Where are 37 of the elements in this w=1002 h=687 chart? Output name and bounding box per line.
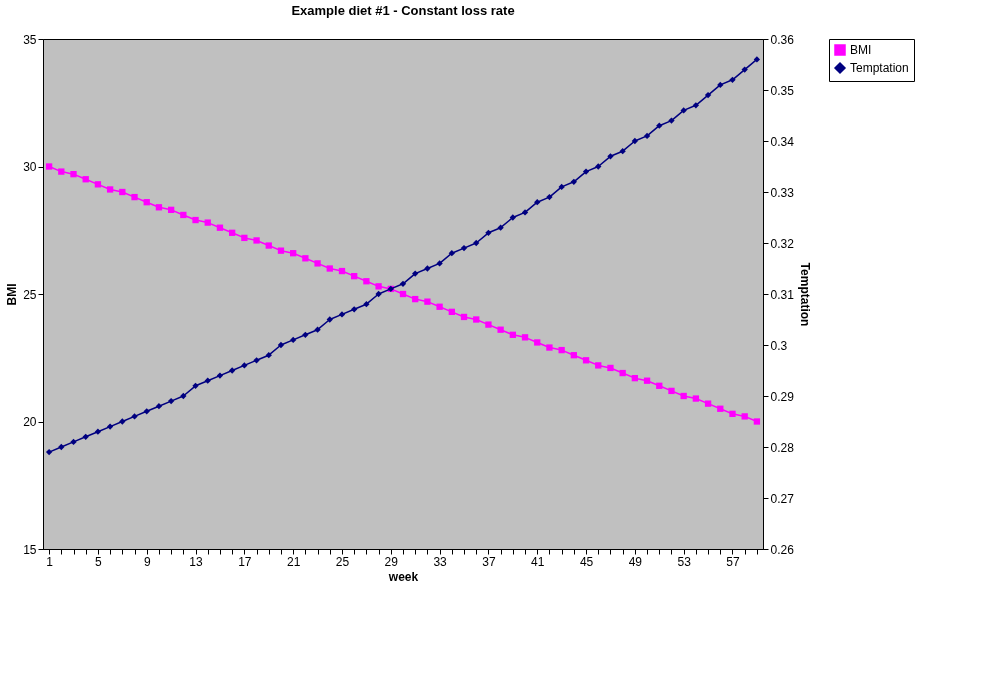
x-tick-label: 29 xyxy=(384,554,399,569)
y2-tick-label: 0.35 xyxy=(770,83,795,98)
x-tick-label: 45 xyxy=(579,554,594,569)
x-tick-label: 9 xyxy=(143,554,151,569)
x-tick-label: 17 xyxy=(238,554,252,569)
x-tick-label: 41 xyxy=(531,554,545,569)
x-tick-label: 25 xyxy=(335,554,350,569)
x-tick-label: 21 xyxy=(286,554,301,569)
y2-tick-label: 0.36 xyxy=(770,32,795,47)
y2-tick-label: 0.33 xyxy=(770,185,795,200)
y-tick-label: 30 xyxy=(23,160,37,174)
y-tick-label: 20 xyxy=(23,415,37,429)
x-tick-label: 1 xyxy=(46,554,54,569)
legend-label: BMI xyxy=(850,43,872,57)
y2-tick-label: 0.3 xyxy=(770,338,788,353)
y2-axis-title: Temptation xyxy=(797,262,812,327)
y2-tick-label: 0.29 xyxy=(770,389,795,404)
legend-label: Temptation xyxy=(850,61,909,75)
y2-tick-label: 0.26 xyxy=(770,542,795,557)
x-tick-label: 13 xyxy=(189,554,204,569)
y2-tick-label: 0.34 xyxy=(770,134,795,149)
y-tick-label: 15 xyxy=(23,542,37,557)
x-tick-label: 37 xyxy=(482,554,496,569)
y2-tick-label: 0.28 xyxy=(770,440,795,455)
y-tick-label: 35 xyxy=(23,32,37,47)
x-tick-label: 5 xyxy=(95,554,103,569)
x-tick-label: 53 xyxy=(677,554,692,569)
x-tick-label: 57 xyxy=(726,554,740,569)
y2-tick-label: 0.32 xyxy=(770,236,795,251)
y2-tick-label: 0.27 xyxy=(770,491,795,506)
y2-tick-label: 0.31 xyxy=(770,287,795,302)
chart-title: Example diet #1 - Constant loss rate xyxy=(291,3,515,18)
y-tick-label: 25 xyxy=(23,287,37,302)
x-tick-label: 49 xyxy=(628,554,643,569)
y-axis-title: BMI xyxy=(5,283,20,306)
x-axis-title: week xyxy=(387,569,419,584)
x-tick-label: 33 xyxy=(433,554,448,569)
